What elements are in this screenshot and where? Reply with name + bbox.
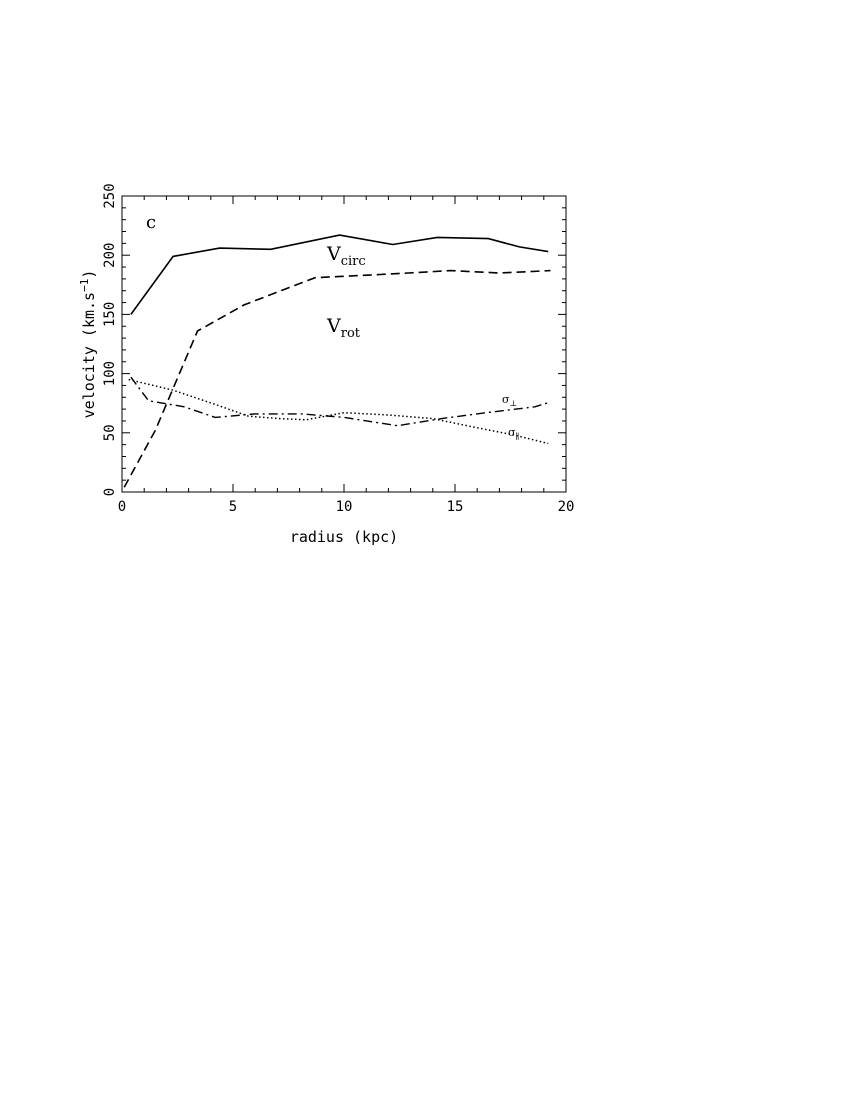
series-label-subscript: ⊥ [510, 399, 518, 408]
x-axis-title: radius (kpc) [290, 528, 398, 546]
series-line-3 [128, 378, 549, 445]
series-label-main: V [326, 315, 341, 337]
series-label-main: σ [508, 426, 516, 439]
y-axis-title-superscript: −1 [78, 279, 91, 292]
plot-frame [121, 195, 567, 493]
y-axis-title-main: velocity (km.s [80, 292, 98, 418]
y-tick-label: 100 [102, 361, 118, 386]
panel-label: c [146, 212, 156, 233]
y-tick-label: 0 [102, 488, 118, 496]
x-tick-label: 5 [229, 499, 237, 515]
x-tick-label: 15 [447, 499, 464, 515]
series-label-2: σ⊥ [502, 393, 517, 408]
series-line-0 [130, 234, 549, 315]
series-line-2 [130, 376, 551, 427]
y-tick-label: 50 [102, 424, 118, 441]
series-label-0: Vcirc [326, 243, 366, 269]
series-group [123, 234, 551, 488]
series-label-1: Vrot [326, 315, 361, 341]
x-tick-label: 10 [336, 499, 353, 515]
y-tick-label: 150 [102, 302, 118, 327]
y-axis-title-close: ) [80, 270, 98, 279]
y-axis-title: velocity (km.s−1) [78, 270, 98, 419]
series-label-subscript: rot [341, 326, 361, 341]
series-label-main: V [326, 243, 341, 265]
x-tick-label: 20 [558, 499, 575, 515]
y-tick-label: 250 [102, 183, 118, 208]
series-label-subscript: circ [341, 254, 366, 269]
axis-ticks [121, 195, 567, 493]
x-tick-label: 0 [118, 499, 126, 515]
series-label-3: σ∥ [508, 426, 519, 441]
series-label-main: σ [502, 393, 510, 406]
series-label-subscript: ∥ [516, 432, 520, 441]
y-tick-label: 200 [102, 243, 118, 268]
series-line-1 [123, 269, 551, 488]
